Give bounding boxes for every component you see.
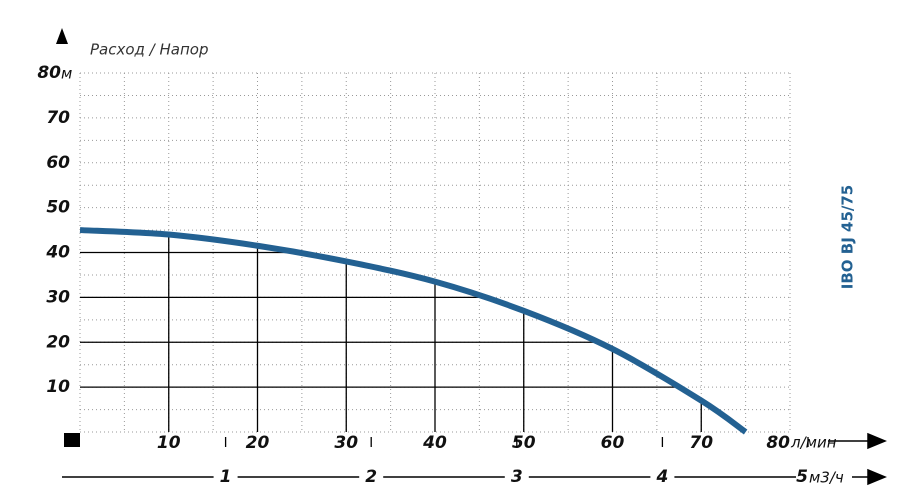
- performance-curve: [79, 227, 748, 435]
- x-tick-label: 30: [334, 433, 358, 453]
- x2-axis-arrow: [848, 468, 887, 486]
- x-tick-label: 40: [422, 433, 447, 453]
- y-tick-label: 70: [46, 108, 70, 128]
- x2-label-bg: [650, 467, 675, 487]
- x-tick-label: 10: [157, 433, 181, 453]
- origin-marker: [64, 433, 80, 447]
- x-tick-label: 80: [766, 433, 790, 453]
- y-tick-label: 50: [46, 198, 70, 218]
- x2-unit: м3/ч: [809, 469, 844, 487]
- x2-unit-bg: [808, 467, 852, 487]
- x-tick-label: 60: [601, 433, 625, 453]
- x2-tick-label: 3: [511, 467, 523, 487]
- y-tick-label: 40: [45, 243, 70, 263]
- x2-tick-label: 2: [365, 467, 377, 487]
- y-tick-label: 30: [46, 287, 70, 307]
- y-tick-label: 80: [37, 63, 61, 83]
- x-tick-label: 70: [689, 433, 713, 453]
- chart-title: Расход / Напор: [90, 41, 208, 59]
- y-tick-label: 20: [46, 332, 70, 352]
- x-tick-label: 50: [512, 433, 536, 453]
- y-unit: м: [61, 65, 72, 83]
- x-unit: л/мин: [790, 434, 837, 452]
- model-label: IBO BJ 45/75: [839, 185, 857, 289]
- x2-label-bg: [359, 467, 384, 487]
- x2-tick-label: 1: [220, 467, 232, 487]
- x2-tick-label: 5: [796, 467, 808, 487]
- x-axis-arrow: [828, 432, 887, 450]
- x2-tick-label: 4: [655, 467, 668, 487]
- x2-label-bg: [504, 467, 529, 487]
- x-tick-label: 20: [246, 433, 270, 453]
- y-tick-label: 60: [46, 153, 70, 173]
- y-axis-arrow: [56, 28, 68, 44]
- x2-label-bg: [213, 467, 238, 487]
- y-tick-label: 10: [46, 377, 70, 397]
